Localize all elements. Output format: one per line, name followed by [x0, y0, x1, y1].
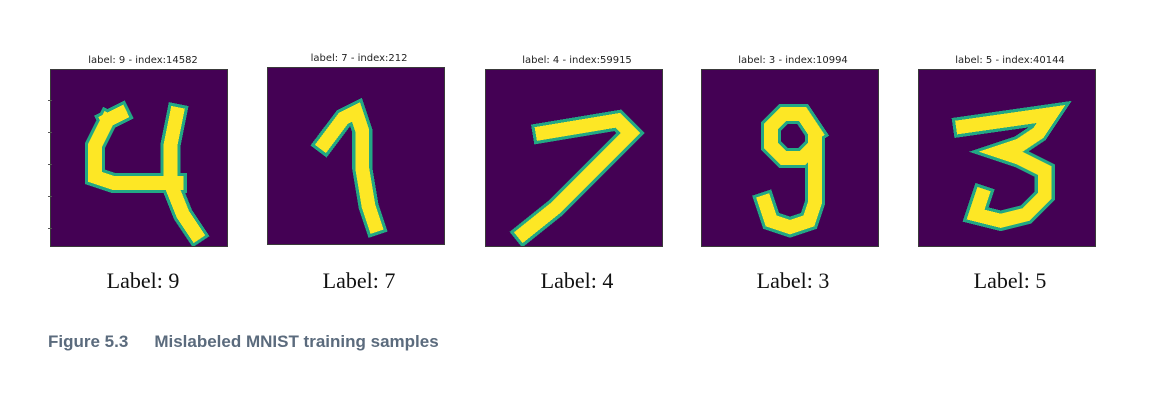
sample-label: Label: 4	[540, 268, 614, 293]
sample-panel-1: label: 7 - index:212 Label: 7	[264, 0, 454, 300]
digit-image-4	[50, 69, 228, 247]
digit-bitmap	[51, 70, 227, 246]
axis-tick	[48, 132, 52, 133]
sample-label: Label: 9	[106, 268, 180, 293]
sample-panel-2: label: 4 - index:59915 Label: 4	[482, 0, 672, 300]
digit-bitmap	[702, 70, 878, 246]
sample-label: Label: 5	[973, 268, 1047, 293]
figure-caption: Figure 5.3 Mislabeled MNIST training samp…	[48, 332, 439, 352]
digit-image-1	[267, 67, 445, 245]
sample-panel-0: label: 9 - index:14582 Label: 9	[48, 0, 238, 300]
digit-image-7	[485, 69, 663, 247]
digit-bitmap	[486, 70, 662, 246]
sample-label: Label: 7	[322, 268, 396, 293]
sample-title: label: 9 - index:14582	[88, 55, 198, 66]
digit-bitmap	[919, 70, 1095, 246]
axis-tick	[48, 228, 52, 229]
sample-label: Label: 3	[756, 268, 830, 293]
figure-number: Figure 5.3	[48, 332, 129, 351]
axis-tick	[48, 100, 52, 101]
digit-bitmap	[268, 68, 444, 244]
caption-text: Mislabeled MNIST training samples	[154, 332, 439, 351]
sample-title: label: 5 - index:40144	[955, 55, 1065, 66]
sample-title: label: 4 - index:59915	[522, 55, 632, 66]
sample-title: label: 3 - index:10994	[738, 55, 848, 66]
digit-image-9	[701, 69, 879, 247]
sample-title: label: 7 - index:212	[310, 53, 408, 64]
sample-panel-4: label: 5 - index:40144 Label: 5	[915, 0, 1105, 300]
sample-panel-3: label: 3 - index:10994 Label: 3	[698, 0, 888, 300]
axis-tick	[48, 164, 52, 165]
axis-tick	[48, 196, 52, 197]
digit-image-3	[918, 69, 1096, 247]
